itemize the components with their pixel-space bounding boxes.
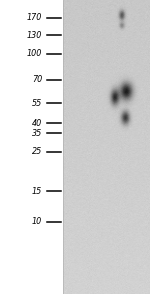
Text: 40: 40: [32, 119, 42, 128]
Text: 55: 55: [32, 99, 42, 108]
FancyBboxPatch shape: [0, 0, 63, 294]
Text: 15: 15: [32, 187, 42, 196]
Text: 130: 130: [27, 31, 42, 40]
Text: 25: 25: [32, 147, 42, 156]
Text: 10: 10: [32, 218, 42, 226]
Text: 170: 170: [27, 13, 42, 22]
Text: 70: 70: [32, 76, 42, 84]
Text: 100: 100: [27, 49, 42, 58]
Text: 35: 35: [32, 129, 42, 138]
